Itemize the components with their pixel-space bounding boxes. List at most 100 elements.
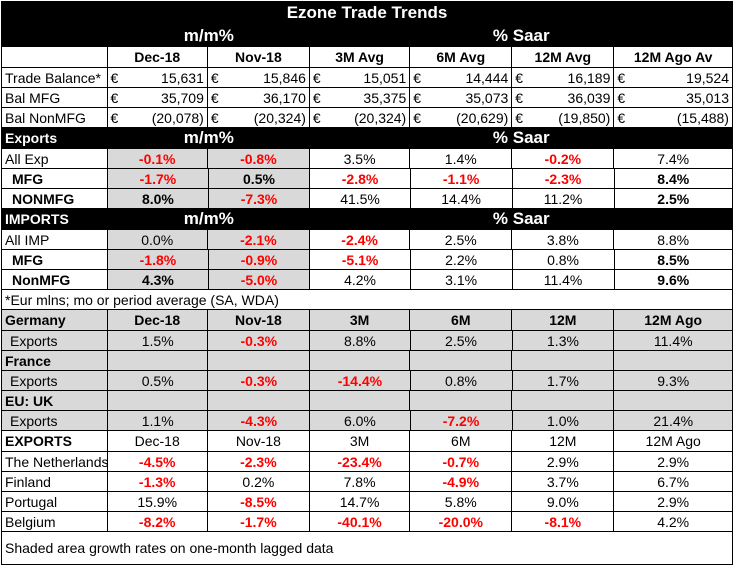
row-label: The Netherlands <box>2 452 108 472</box>
growth-value: 1.5% <box>108 331 209 351</box>
currency-symbol: € <box>210 109 219 126</box>
growth-value: 0.0% <box>107 230 208 250</box>
column-header: 3M Avg <box>309 47 411 68</box>
column-header: 12M Avg <box>512 47 615 68</box>
currency-symbol: € <box>617 109 626 126</box>
column-header: Dec-18 <box>107 47 208 68</box>
blank-cell <box>309 391 411 411</box>
column-header: Nov-18 <box>207 431 310 452</box>
exports2-row: Belgium -8.2% -1.7% -40.1% -20.0% -8.1% 4.2% <box>2 512 732 532</box>
growth-value: 4.2% <box>310 270 411 290</box>
growth-value: -2.3% <box>512 169 615 189</box>
growth-value: -8.5% <box>207 492 310 512</box>
growth-value: 9.3% <box>614 371 732 391</box>
balance-value: €15,846 <box>207 68 310 88</box>
exports-header: Exports <box>2 128 109 149</box>
row-label: All Exp <box>2 149 108 169</box>
growth-value: 41.5% <box>310 189 411 209</box>
growth-value: -40.1% <box>309 512 411 532</box>
column-header: Nov-18 <box>207 47 310 68</box>
balance-value: €35,709 <box>107 88 208 108</box>
exports-row: NONMFG 8.0% -7.3% 41.5% 14.4% 11.2% 2.5% <box>2 189 732 209</box>
amount: 35,709 <box>161 89 204 106</box>
growth-value: 8.8% <box>614 230 732 250</box>
growth-value: -4.3% <box>208 411 311 431</box>
amount: 15,051 <box>363 69 407 86</box>
blank-cell <box>614 351 732 371</box>
currency-symbol: € <box>210 89 219 106</box>
growth-value: 0.5% <box>208 169 311 189</box>
exports2-row: Portugal 15.9% -8.5% 14.7% 5.8% 9.0% 2.9% <box>2 492 732 512</box>
country-name: France <box>2 351 108 371</box>
imports-header: IMPORTS <box>2 209 109 230</box>
exports2-header: EXPORTS <box>2 431 108 452</box>
saar-header: % Saar <box>310 209 732 230</box>
amount: 15,846 <box>263 69 306 86</box>
currency-symbol: € <box>515 89 524 106</box>
growth-value: -4.5% <box>107 452 208 472</box>
row-label: Bal MFG <box>2 88 108 108</box>
growth-value: 0.8% <box>410 371 513 391</box>
row-label: MFG <box>2 250 109 270</box>
growth-value: -8.1% <box>512 512 615 532</box>
growth-value: 2.9% <box>614 452 732 472</box>
growth-value: -0.9% <box>208 250 311 270</box>
growth-value: -7.3% <box>208 189 311 209</box>
growth-value: -0.7% <box>410 452 513 472</box>
blank-cell <box>512 391 615 411</box>
growth-value: 8.5% <box>614 250 732 270</box>
row-label: Bal NonMFG <box>2 108 108 128</box>
balance-value: €15,051 <box>309 68 411 88</box>
growth-value: 21.4% <box>614 411 732 431</box>
balance-value: €35,073 <box>410 88 513 108</box>
growth-value: -0.1% <box>107 149 208 169</box>
amount: (20,078) <box>151 109 204 126</box>
balance-value: €35,375 <box>309 88 411 108</box>
currency-symbol: € <box>312 69 321 86</box>
blank-cell <box>207 391 310 411</box>
balance-row: Bal NonMFG € (20,078) € (20,324) € (20,324) € (2… <box>2 108 732 128</box>
growth-value: -20.0% <box>410 512 513 532</box>
currency-symbol: € <box>515 69 524 86</box>
column-header: 6M <box>410 431 513 452</box>
growth-value: 9.0% <box>512 492 615 512</box>
growth-value: 14.4% <box>410 189 513 209</box>
currency-symbol: € <box>110 89 119 106</box>
growth-value: -0.2% <box>512 149 615 169</box>
blank-cell <box>309 351 411 371</box>
growth-value: -4.9% <box>410 472 513 492</box>
growth-value: 3.1% <box>410 270 513 290</box>
imports-row: MFG -1.8% -0.9% -5.1% 2.2% 0.8% 8.5% <box>2 250 732 270</box>
column-header: Nov-18 <box>207 310 310 331</box>
balance-value: € (20,324) <box>207 108 310 128</box>
column-header: 12M Ago Av <box>614 47 732 68</box>
blank-cell <box>410 351 513 371</box>
column-header: 6M Avg <box>410 47 513 68</box>
growth-value: -1.1% <box>410 169 513 189</box>
blank-cell <box>410 391 513 411</box>
balance-value: €36,170 <box>207 88 310 108</box>
column-header-row: Dec-18 Nov-18 3M Avg 6M Avg 12M Avg 12M Ago A… <box>2 47 732 68</box>
growth-value: 3.5% <box>309 149 411 169</box>
balance-value: €16,189 <box>512 68 615 88</box>
bottom-note: Shaded area growth rates on one-month la… <box>5 540 334 556</box>
growth-value: -5.1% <box>310 250 411 270</box>
mm-header: m/m% <box>108 209 311 230</box>
exports-header-row: Exports m/m%% Saar <box>2 128 732 149</box>
exports-row: MFG -1.7% 0.5% -2.8% -1.1% -2.3% 8.4% <box>2 169 732 189</box>
growth-value: -1.7% <box>108 169 209 189</box>
blank-cell <box>107 351 208 371</box>
amount: 16,189 <box>567 69 611 86</box>
growth-value: -0.3% <box>208 371 311 391</box>
growth-value: 6.7% <box>614 472 732 492</box>
saar-header: % Saar <box>310 25 732 47</box>
bottom-note-row: Shaded area growth rates on one-month la… <box>2 532 732 564</box>
table-title: Ezone Trade Trends <box>2 2 732 25</box>
row-label: Portugal <box>2 492 108 512</box>
growth-value: 2.9% <box>614 492 732 512</box>
growth-value: -2.3% <box>207 452 310 472</box>
amount: 35,073 <box>465 89 509 106</box>
column-header: Dec-18 <box>107 310 208 331</box>
growth-value: 6.0% <box>310 411 411 431</box>
